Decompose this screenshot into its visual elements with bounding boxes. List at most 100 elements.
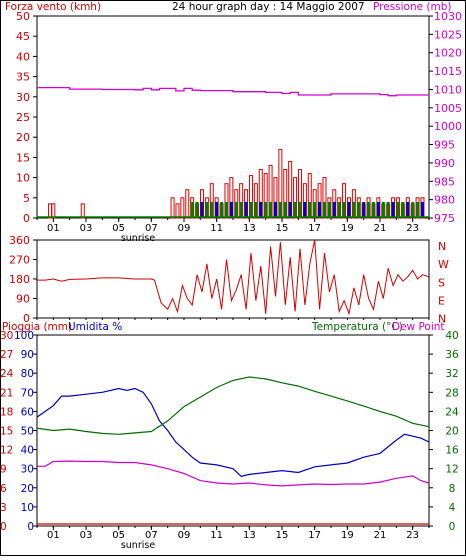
pressure-line: [37, 86, 430, 97]
temperature-y-tick-label: 24: [445, 406, 459, 418]
rain-y-tick-label: 27: [0, 349, 13, 361]
wind-y-tick-label: 20: [16, 131, 30, 144]
wind-gust-bar: [220, 202, 224, 218]
rain-y-tick-label: 6: [0, 483, 7, 495]
humidity-temperature-chart: 0369121518212427300102030405060708090100…: [0, 330, 459, 551]
pressure-y-tick-label: 1005: [434, 102, 462, 115]
rain-y-tick-label: 24: [0, 368, 14, 380]
pressure-y-tick-label: 980: [434, 194, 455, 207]
top-x-tick-label: 21: [374, 223, 387, 234]
chart-title: 24 hour graph day : 14 Maggio 2007: [172, 1, 365, 13]
wind-gust-bar: [254, 202, 258, 218]
wind-gust-bar: [269, 202, 273, 218]
temperature-y-tick-label: 0: [449, 521, 456, 533]
wind-gust-bar: [332, 202, 336, 218]
rain-y-tick-label: 21: [0, 387, 13, 399]
top-x-tick-label: 23: [406, 223, 419, 234]
wind-pressure-chart: 0510152025303540455097598098599099510001…: [16, 10, 462, 244]
wind-gust-bar: [239, 202, 243, 218]
compass-label: W: [438, 258, 449, 271]
wind-y-tick-label: 50: [16, 10, 30, 23]
compass-label: E: [438, 294, 445, 307]
bottom-x-tick-label: 17: [308, 530, 321, 541]
humidity-y-tick-label: 40: [21, 445, 34, 457]
wind-y-tick-label: 45: [16, 30, 30, 43]
wind-y-tick-label: 30: [16, 91, 30, 104]
temperature-y-tick-label: 4: [449, 502, 456, 514]
top-x-tick-label: 01: [47, 223, 60, 234]
temperature-y-tick-label: 16: [445, 445, 459, 457]
wind-gust-bar: [352, 202, 356, 218]
wind-y-tick-label: 0: [23, 212, 30, 225]
wind-gust-bar: [327, 202, 331, 218]
rain-y-tick-label: 15: [0, 426, 13, 438]
wind-gust-bar: [420, 202, 424, 218]
dewpoint-line: [37, 460, 430, 487]
rain-y-tick-label: 30: [0, 330, 13, 342]
top-sunrise-label: sunrise: [121, 233, 155, 244]
wind-speed-bar: [170, 197, 175, 219]
wind-gust-bar: [234, 202, 238, 218]
wind-gust-bar: [362, 202, 366, 218]
pressure-y-tick-label: 1015: [434, 65, 462, 78]
wind-gust-bar: [229, 202, 233, 218]
wind-gust-bar: [308, 202, 312, 218]
top-x-tick-label: 09: [178, 223, 191, 234]
top-x-tick-label: 13: [243, 223, 256, 234]
humidity-y-tick-label: 20: [21, 483, 34, 495]
rain-y-tick-label: 12: [0, 445, 13, 457]
wind-y-tick-label: 40: [16, 50, 30, 63]
dewpoint-axis-title: Dew Point: [392, 321, 445, 333]
wind-gust-bar: [288, 202, 292, 218]
wind-speed-bar: [185, 189, 190, 219]
temperature-y-tick-label: 12: [445, 464, 458, 476]
wind-gust-bar: [391, 202, 395, 218]
wind-speed-bar: [80, 203, 85, 219]
wind-gust-bar: [318, 202, 322, 218]
top-x-tick-label: 11: [210, 223, 223, 234]
direction-y-tick-label: 90: [16, 293, 30, 306]
top-x-tick-label: 19: [341, 223, 354, 234]
humidity-y-tick-label: 70: [21, 387, 34, 399]
humidity-y-tick-label: 10: [21, 502, 34, 514]
direction-y-tick-label: 270: [9, 254, 30, 267]
wind-gust-bar: [293, 202, 297, 218]
wind-gust-bar: [259, 202, 263, 218]
humidity-y-tick-label: 100: [14, 330, 34, 342]
direction-y-tick-label: 360: [9, 234, 30, 247]
wind-gust-bar: [195, 202, 199, 218]
wind-gust-bar: [210, 202, 214, 218]
bottom-x-tick-label: 11: [210, 530, 223, 541]
temperature-y-tick-label: 40: [445, 330, 458, 342]
humidity-y-tick-label: 90: [21, 349, 34, 361]
rain-y-tick-label: 3: [0, 502, 7, 514]
temperature-y-tick-label: 32: [445, 368, 458, 380]
wind-speed-bar: [51, 203, 56, 219]
top-x-tick-label: 07: [145, 223, 158, 234]
wind-gust-bar: [342, 202, 346, 218]
temperature-y-tick-label: 8: [449, 483, 456, 495]
rain-y-tick-label: 9: [0, 464, 7, 476]
wind-direction-line: [37, 239, 430, 316]
humidity-y-tick-label: 50: [21, 426, 34, 438]
wind-y-tick-label: 15: [16, 151, 30, 164]
top-x-tick-label: 17: [308, 223, 321, 234]
bottom-x-tick-label: 19: [341, 530, 354, 541]
humidity-y-tick-label: 0: [27, 521, 34, 533]
humidity-y-tick-label: 60: [21, 406, 34, 418]
humidity-y-tick-label: 80: [21, 368, 34, 380]
wind-gust-bar: [337, 202, 341, 218]
bottom-x-tick-label: 09: [178, 530, 191, 541]
pressure-y-tick-label: 1000: [434, 120, 462, 133]
pressure-y-tick-label: 1020: [434, 47, 462, 60]
wind-y-tick-label: 5: [23, 192, 30, 205]
bottom-x-tick-label: 03: [80, 530, 93, 541]
wind-gust-bar: [376, 202, 380, 218]
wind-gust-bar: [264, 202, 268, 218]
temperature-y-tick-label: 28: [445, 387, 458, 399]
wind-gust-bar: [278, 202, 282, 218]
wind-gust-bar: [215, 202, 219, 218]
bottom-x-tick-label: 23: [406, 530, 419, 541]
